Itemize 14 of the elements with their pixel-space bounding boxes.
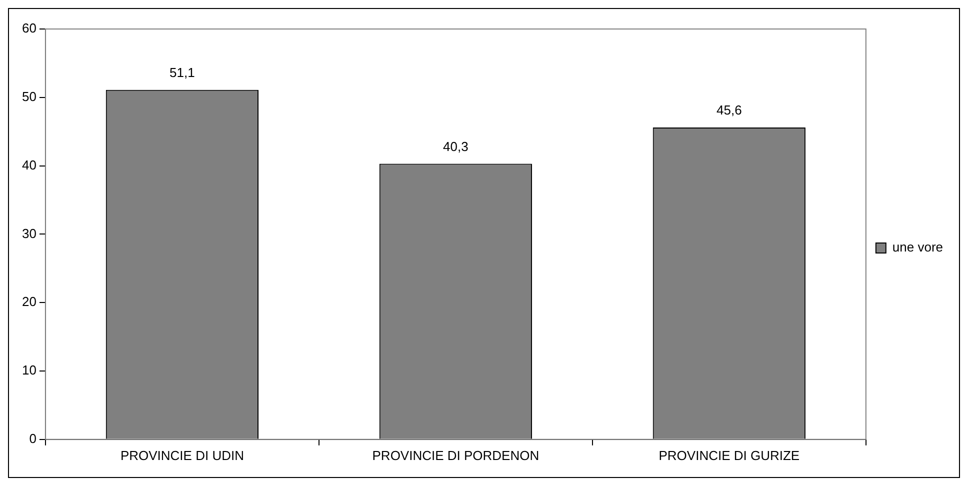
data-label: 40,3 <box>443 138 468 154</box>
x-tick-label: PROVINCIE DI GURIZE <box>658 448 800 463</box>
y-tick-label: 10 <box>22 362 36 378</box>
y-tick-label: 60 <box>22 20 36 36</box>
y-tick-label: 40 <box>22 157 36 172</box>
data-label: 51,1 <box>170 64 195 80</box>
data-label: 45,6 <box>716 102 742 118</box>
y-tick-label: 20 <box>22 294 36 310</box>
y-tick-label: 30 <box>22 226 36 241</box>
legend-label: une vore <box>892 240 944 255</box>
x-tick-label: PROVINCIE DI UDIN <box>120 448 244 463</box>
x-tick-label: PROVINCIE DI PORDENON <box>372 448 540 463</box>
y-tick-label: 50 <box>22 88 36 104</box>
y-tick-label: 0 <box>29 430 36 446</box>
